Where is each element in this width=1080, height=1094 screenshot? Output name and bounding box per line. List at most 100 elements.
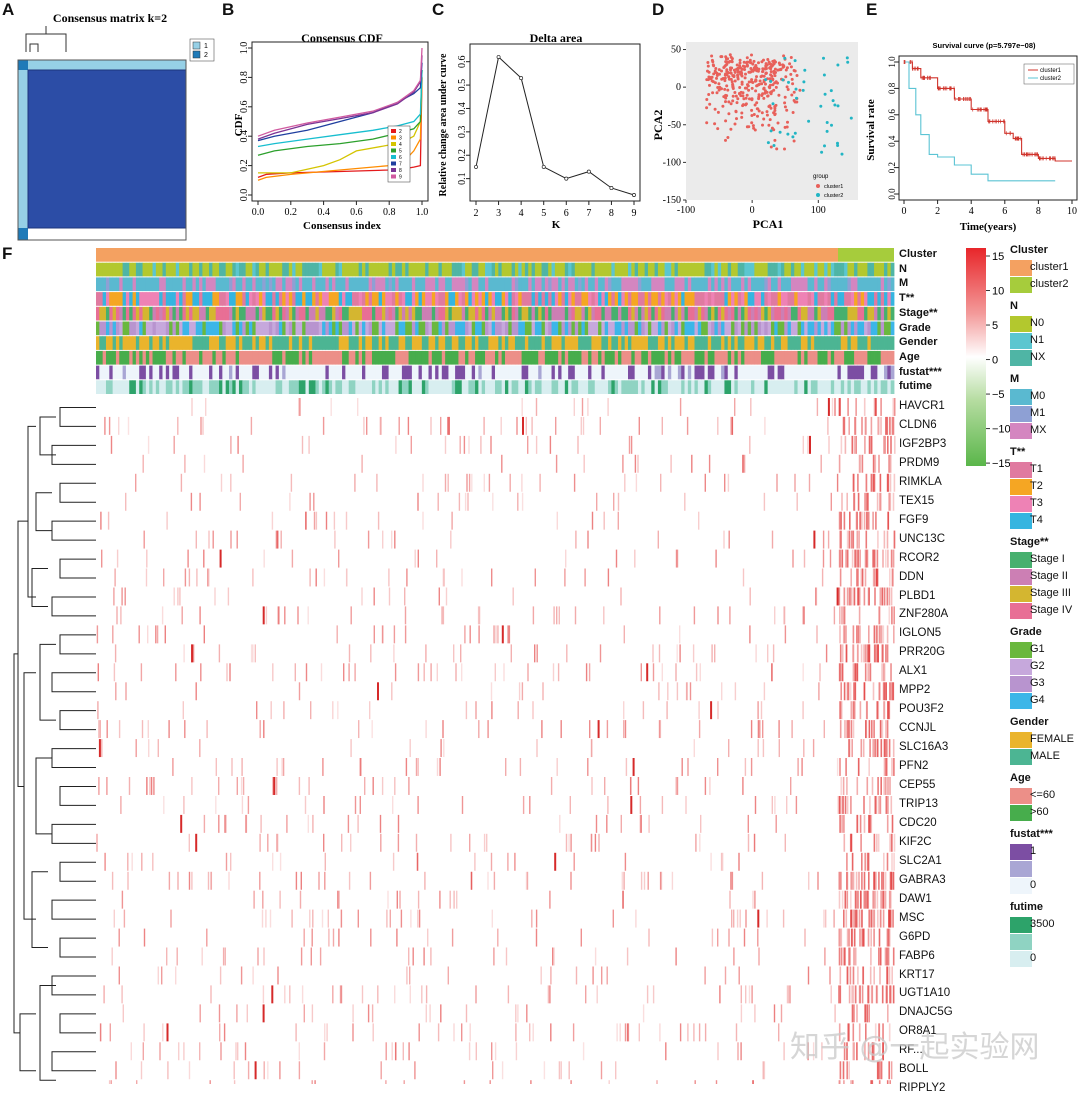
- annotation-cell: [508, 306, 513, 321]
- legend-item-label: cluster1: [1030, 261, 1069, 273]
- heatmap-cell: [863, 644, 865, 663]
- legend-swatch: [1010, 316, 1032, 332]
- heatmap-cell: [857, 625, 860, 644]
- heatmap-cell: [842, 777, 845, 795]
- annotation-cell: [751, 292, 755, 306]
- annotation-cell: [797, 350, 802, 365]
- heatmap-cell: [322, 416, 325, 435]
- heatmap-cell: [864, 416, 866, 435]
- heatmap-cell: [515, 1023, 517, 1042]
- pca-point-cluster1: [745, 86, 748, 90]
- heatmap-cell: [872, 739, 874, 758]
- heatmap-cell: [276, 758, 278, 776]
- heatmap-cell: [177, 416, 179, 435]
- pca-point-cluster1: [762, 86, 766, 90]
- annotation-cell: [388, 277, 393, 292]
- annotation-cell: [481, 277, 486, 292]
- annotation-cell: [458, 277, 463, 292]
- annotation-cell: [265, 365, 270, 380]
- heatmap-cell: [772, 644, 775, 663]
- heatmap-cell: [802, 606, 804, 625]
- heatmap-cell: [461, 663, 463, 682]
- annotation-cell: [890, 350, 895, 365]
- heatmap-cell: [773, 1004, 776, 1023]
- annotation-cell: [345, 380, 350, 394]
- pca-point-cluster1: [761, 123, 764, 127]
- heatmap-cell: [387, 890, 389, 909]
- annotation-cell: [774, 365, 779, 380]
- annotation-label-7: Age: [899, 350, 920, 363]
- heatmap-cell: [444, 435, 447, 454]
- pca-point-cluster1: [731, 74, 735, 78]
- heatmap-cell: [656, 1080, 658, 1084]
- heatmap-cell: [890, 890, 892, 909]
- heatmap-cell: [877, 909, 879, 928]
- annotation-cell: [441, 277, 446, 292]
- legend-item-label: 0: [1030, 952, 1037, 964]
- annotation-cell: [561, 277, 566, 292]
- heatmap-cell: [620, 587, 622, 606]
- heatmap-cell: [886, 416, 889, 435]
- annotation-cell: [458, 306, 463, 321]
- annotation-cell: [268, 306, 273, 321]
- legend-title-0: Cluster: [1010, 244, 1048, 256]
- heatmap-cell: [494, 1042, 497, 1061]
- annotation-cell: [352, 380, 356, 394]
- annotation-cell: [864, 380, 868, 394]
- consensus-matrix-legend: 1 2: [189, 38, 215, 62]
- annotation-cell: [109, 306, 114, 321]
- annotation-cell: [398, 321, 403, 336]
- survival-ytick-label: 0.2: [887, 162, 897, 173]
- annotation-row-1: [96, 262, 895, 277]
- annotation-cell: [398, 292, 403, 306]
- heatmap-cell: [846, 796, 849, 814]
- heatmap-cell: [834, 398, 836, 416]
- annotation-cell: [717, 350, 722, 365]
- heatmap-cell: [279, 890, 281, 909]
- heatmap-cell: [453, 644, 455, 663]
- heatmap-cell: [840, 871, 842, 890]
- gene-label: MSC: [899, 911, 925, 924]
- heatmap-cell: [877, 701, 880, 720]
- heatmap-cell: [491, 1042, 493, 1061]
- annotation-cell: [165, 306, 170, 321]
- annotation-cell: [252, 336, 257, 350]
- heatmap-cell: [656, 1080, 658, 1084]
- annotation-cell: [787, 350, 792, 365]
- annotation-cell: [235, 277, 240, 292]
- heatmap-cell: [348, 871, 351, 890]
- heatmap-cell: [881, 587, 883, 606]
- pca-point-cluster1: [723, 79, 727, 83]
- gene-label: DAW1: [899, 892, 932, 905]
- heatmap-cell: [143, 530, 145, 549]
- heatmap-cell: [312, 814, 314, 833]
- pca-point-cluster1: [768, 62, 772, 66]
- cdf-series-6: [257, 69, 423, 148]
- gene-label: CLDN6: [899, 418, 937, 431]
- annotation-cell: [844, 336, 848, 350]
- gene-label: UGT1A10: [899, 987, 951, 1000]
- heatmap-cell: [888, 1061, 890, 1080]
- annotation-cell: [238, 262, 243, 277]
- annotation-cell: [199, 365, 203, 380]
- annotation-cell: [322, 292, 326, 306]
- annotation-cell: [471, 321, 476, 336]
- annotation-cell: [268, 365, 273, 380]
- heatmap-cell-high: [377, 682, 379, 701]
- annotation-cell: [112, 321, 117, 336]
- pca-point-cluster1: [706, 64, 710, 68]
- annotation-cell: [528, 321, 532, 336]
- heatmap-cell: [845, 909, 848, 928]
- heatmap-cell: [892, 739, 895, 758]
- annotation-cell: [651, 350, 655, 365]
- heatmap-cell: [879, 682, 881, 701]
- annotation-cell: [155, 262, 160, 277]
- annotation-cell: [265, 321, 270, 336]
- heatmap-cell: [888, 701, 891, 720]
- pca-point-cluster1: [740, 115, 744, 119]
- heatmap-cell: [534, 568, 536, 587]
- heatmap-cell: [284, 606, 286, 625]
- annotation-cell: [415, 365, 419, 380]
- annotation-cell: [661, 380, 665, 394]
- heatmap-cell: [838, 1080, 840, 1084]
